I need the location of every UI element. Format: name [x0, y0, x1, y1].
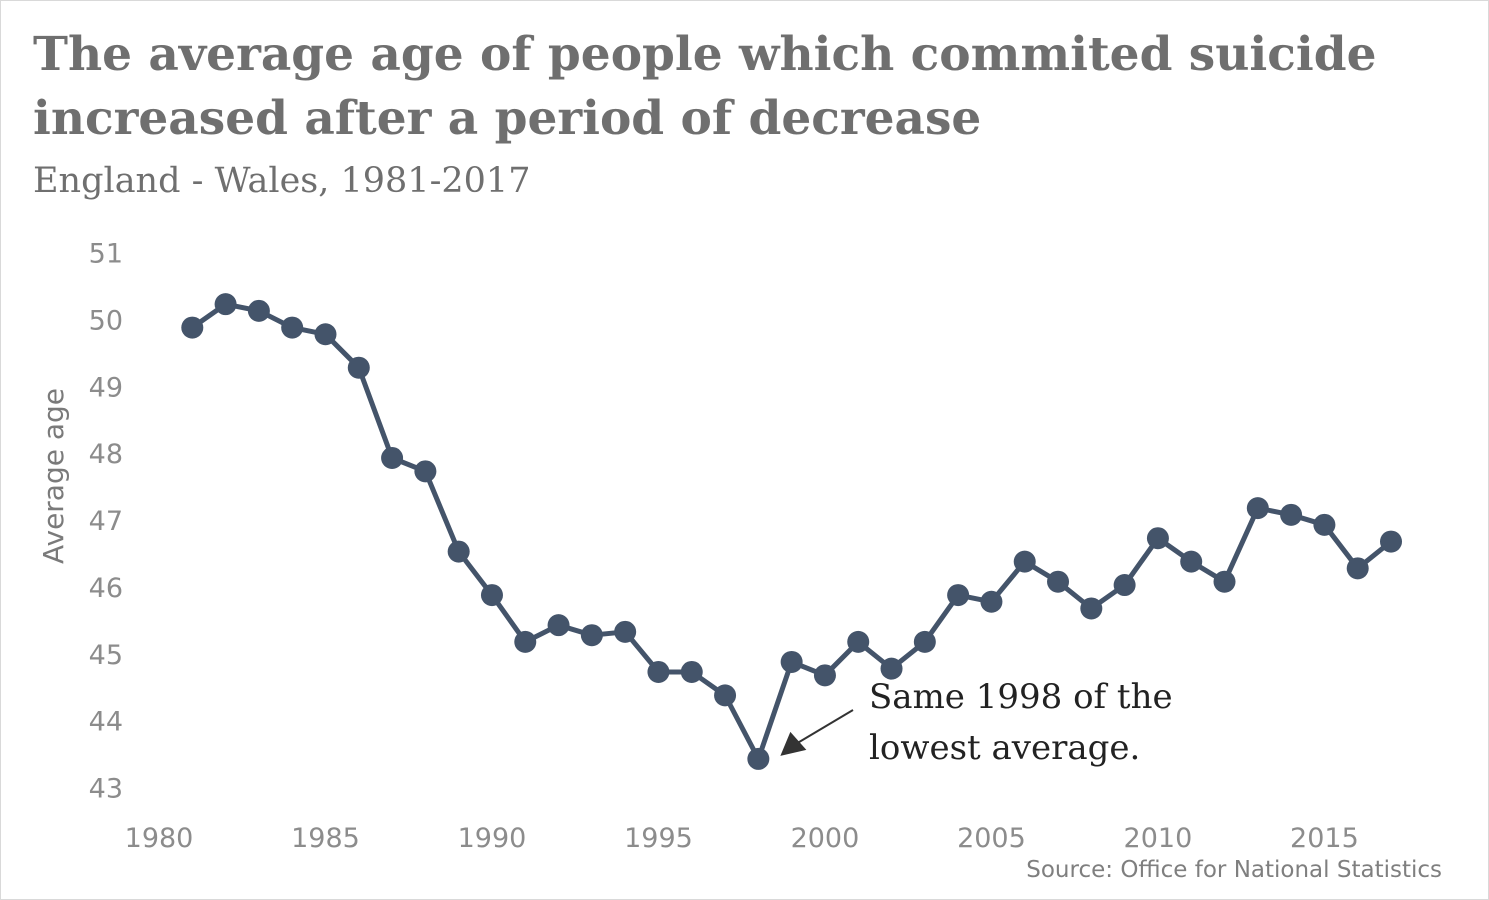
x-tick-label: 2015: [1290, 823, 1359, 854]
x-tick-label: 2005: [957, 823, 1026, 854]
x-tick-label: 2010: [1124, 823, 1193, 854]
data-point: [1080, 597, 1103, 620]
y-tick-label: 51: [89, 239, 123, 270]
x-tick-label: 1995: [624, 823, 693, 854]
data-point: [780, 650, 803, 673]
data-point: [1380, 530, 1402, 553]
x-tick-label: 1985: [291, 823, 360, 854]
data-point: [414, 460, 437, 483]
data-point: [1146, 527, 1169, 550]
y-tick-label: 46: [89, 573, 123, 604]
data-point: [880, 657, 903, 680]
y-axis-ticks: 43 44 45 46 47 48 49 50 51: [89, 239, 123, 805]
data-point: [214, 293, 237, 316]
data-point: [381, 446, 404, 469]
y-axis-label: Average age: [37, 388, 70, 564]
data-point: [714, 684, 737, 707]
x-tick-label: 2000: [791, 823, 860, 854]
data-point: [480, 584, 503, 607]
source-note: Source: Office for National Statistics: [1026, 857, 1442, 883]
data-point: [980, 590, 1003, 613]
data-point: [913, 630, 936, 653]
data-point: [580, 624, 603, 647]
data-point: [647, 660, 670, 683]
x-tick-label: 1980: [125, 823, 194, 854]
data-point: [1313, 513, 1336, 536]
data-point: [547, 614, 570, 637]
data-point: [181, 316, 204, 339]
data-point: [614, 620, 637, 643]
x-axis-ticks: 1980 1985 1990 1995 2000 2005 2010 2015: [125, 823, 1359, 854]
data-point: [1246, 497, 1269, 520]
data-point: [247, 299, 270, 322]
data-point: [347, 356, 370, 379]
data-point: [747, 747, 770, 770]
y-tick-label: 48: [89, 439, 123, 470]
data-point: [1213, 570, 1236, 593]
data-point: [514, 630, 537, 653]
y-tick-label: 49: [89, 372, 123, 403]
data-point: [1013, 550, 1036, 573]
annotation-text: lowest average.: [869, 728, 1140, 768]
y-tick-label: 50: [89, 305, 123, 336]
data-point: [847, 630, 870, 653]
data-point: [947, 584, 970, 607]
y-tick-label: 44: [89, 707, 123, 738]
data-point: [314, 323, 337, 346]
data-point: [813, 664, 836, 687]
y-tick-label: 43: [89, 774, 123, 805]
annotation-arrow-line: [793, 709, 854, 746]
data-point: [1113, 574, 1136, 597]
annotation-arrow-head: [780, 731, 807, 756]
x-tick-label: 1990: [458, 823, 527, 854]
chart-title: The average age of people which commited…: [33, 27, 1377, 146]
data-point: [281, 316, 304, 339]
annotation-lowest-average: Same 1998 of the lowest average.: [780, 677, 1173, 768]
data-point: [1047, 570, 1070, 593]
data-point: [680, 660, 703, 683]
data-point: [1280, 503, 1303, 526]
y-tick-label: 47: [89, 506, 123, 537]
chart-subtitle: England - Wales, 1981-2017: [33, 161, 531, 201]
data-point: [1180, 550, 1203, 573]
series-average-age: [181, 293, 1402, 770]
data-point: [447, 540, 470, 563]
data-point: [1346, 557, 1369, 580]
series-line: [190, 301, 1393, 762]
y-tick-label: 45: [89, 640, 123, 671]
annotation-text: Same 1998 of the: [869, 677, 1173, 717]
